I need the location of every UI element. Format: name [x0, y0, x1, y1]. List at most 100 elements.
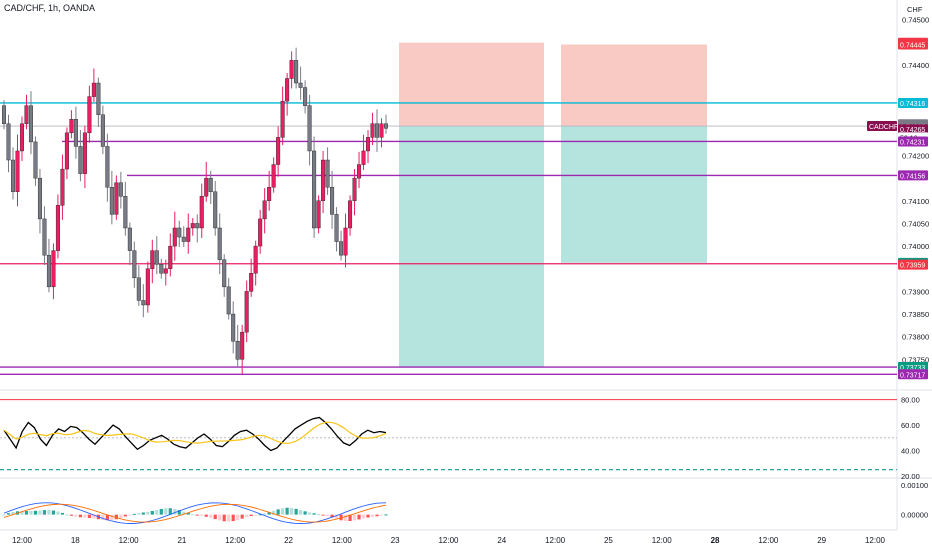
candle-body: [361, 150, 366, 165]
price-label-text: 0.74265: [900, 127, 925, 134]
rsi-tick-label: 60.00: [901, 421, 920, 430]
candle-body: [307, 105, 312, 152]
candle-body: [262, 200, 267, 220]
macd-histogram-bar: [267, 512, 271, 515]
candle-body: [339, 241, 344, 256]
stop-loss-zone: [399, 42, 544, 127]
candle-body: [357, 164, 362, 179]
macd-histogram-bar: [110, 514, 114, 521]
macd-histogram-bar: [137, 513, 141, 515]
candle-body: [60, 168, 65, 206]
candle-body: [204, 177, 209, 197]
macd-histogram-bar: [249, 514, 253, 517]
macd-histogram-bar: [119, 514, 123, 518]
macd-histogram-bar: [281, 508, 285, 515]
time-tick-label: 12:00: [225, 536, 246, 545]
macd-histogram-bar: [361, 514, 366, 519]
candle-body: [208, 177, 213, 192]
macd-histogram-bar: [114, 514, 118, 520]
macd-signal-line: [3, 503, 387, 523]
macd-histogram-bar: [105, 514, 109, 521]
candle-body: [334, 214, 339, 242]
time-tick-label: 12:00: [758, 536, 779, 545]
macd-histogram-bar: [168, 508, 172, 515]
candle-body: [159, 264, 164, 274]
candle-body: [87, 96, 92, 134]
candle-body: [289, 60, 294, 79]
candle-body: [258, 218, 263, 247]
macd-histogram-bar: [370, 514, 375, 517]
candle-body: [154, 250, 159, 265]
time-tick-label: 12:00: [865, 536, 886, 545]
candle-body: [78, 146, 83, 174]
macd-histogram-bar: [60, 512, 65, 515]
macd-histogram-bar: [164, 508, 168, 515]
macd-histogram-bar: [231, 514, 235, 522]
candle-body: [19, 123, 24, 152]
macd-histogram-bar: [375, 514, 379, 517]
time-tick-label: 21: [177, 536, 186, 545]
time-tick-label: 29: [817, 536, 826, 545]
price-label-text: 0.73717: [900, 372, 925, 379]
candle-body: [226, 286, 231, 315]
candle-body: [172, 227, 177, 247]
macd-histogram-bar: [236, 514, 240, 521]
price-label-text: 0.74316: [900, 101, 925, 108]
candle-body: [82, 132, 87, 174]
candle-body: [51, 250, 56, 288]
candle-body: [375, 123, 380, 138]
macd-histogram-bar: [245, 514, 249, 518]
macd-histogram-bar: [150, 510, 154, 515]
macd-tick-label: 0.00000: [901, 511, 928, 520]
macd-line: [3, 502, 387, 524]
candle-body: [64, 132, 69, 170]
candle-body: [145, 268, 150, 306]
macd-histogram-bar: [69, 514, 74, 516]
macd-histogram-bar: [330, 514, 334, 518]
price-label-text: CADCHF: [869, 124, 898, 131]
candle-body: [127, 227, 132, 251]
macd-histogram-bar: [155, 509, 159, 515]
symbol-header: CAD/CHF, 1h, OANDA: [4, 3, 96, 13]
price-label-badge: [898, 97, 928, 108]
macd-histogram-bar: [146, 511, 150, 515]
macd-histogram-bar: [227, 514, 231, 522]
time-tick-label: 23: [391, 536, 400, 545]
candle-body: [96, 82, 101, 115]
macd-histogram-bar: [254, 514, 258, 516]
candle-body: [100, 114, 105, 147]
candle-body: [55, 205, 60, 251]
macd-histogram-bar: [177, 510, 181, 515]
time-tick-label: 12:00: [652, 536, 673, 545]
price-tick-label: 0.73900: [902, 287, 929, 296]
candle-body: [114, 182, 119, 215]
candle-body: [181, 236, 186, 242]
price-tick-label: 0.73800: [902, 333, 929, 342]
macd-histogram-bar: [348, 514, 352, 522]
time-tick-label: 24: [497, 536, 506, 545]
price-label-text: 0.73733: [900, 365, 925, 372]
macd-histogram-bar: [352, 514, 357, 521]
stop-loss-zone: [561, 44, 707, 127]
macd-histogram-bar: [263, 513, 267, 515]
candle-body: [109, 187, 114, 215]
candle-body: [37, 177, 42, 220]
macd-histogram-bar: [92, 514, 96, 519]
macd-histogram-bar: [65, 514, 69, 516]
macd-histogram-bar: [159, 508, 163, 515]
candle-body: [231, 313, 236, 342]
candle-body: [316, 200, 321, 229]
candle-body: [285, 78, 290, 102]
macd-histogram-bar: [258, 514, 262, 516]
macd-histogram-bar: [132, 513, 136, 515]
macd-histogram-bar: [101, 514, 105, 520]
macd-histogram-bar: [195, 514, 199, 516]
rsi-tick-label: 80.00: [901, 396, 920, 405]
candle-body: [118, 182, 123, 197]
macd-histogram-bar: [74, 514, 78, 517]
macd-histogram-bar: [123, 514, 127, 517]
candle-body: [267, 187, 272, 201]
macd-histogram-bar: [321, 514, 325, 516]
